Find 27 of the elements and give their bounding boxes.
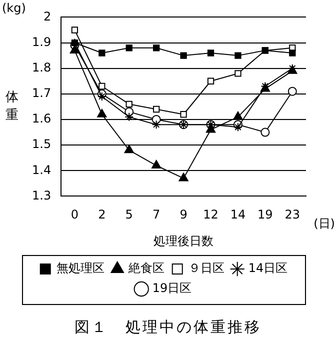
- x-tick-label: 23: [284, 208, 300, 222]
- y-tick-label: 1.9: [32, 34, 52, 49]
- text: (kg): [2, 1, 26, 16]
- y-tick-label: 1.5: [32, 137, 52, 152]
- x-tick-label: 0: [70, 208, 79, 222]
- y-tick-label: 1.6: [32, 112, 52, 126]
- legend-label: 絶食区: [127, 261, 164, 276]
- x-tick-label: 7: [152, 208, 160, 222]
- y-tick-label: 1.7: [32, 86, 52, 100]
- y-axis-title: 体重: [6, 90, 18, 124]
- y-tick-label: 1.4: [32, 162, 52, 177]
- text: (日): [314, 216, 335, 230]
- x-tick-label: 12: [203, 208, 218, 222]
- text: 図１ 処理中の体重推移: [74, 318, 262, 337]
- x-tick-label: 14: [230, 208, 246, 222]
- x-axis-title: 処理後日数: [154, 234, 214, 248]
- y-tick-label: 1.8: [32, 60, 52, 74]
- x-tick-label: 19: [258, 208, 273, 222]
- legend-label: 無処理区: [56, 261, 104, 276]
- legend-label: ９日区: [188, 261, 224, 276]
- legend-label: 19日区: [152, 281, 192, 296]
- x-tick-label: 5: [125, 208, 133, 222]
- x-tick-label: 9: [180, 208, 188, 222]
- legend-label: 14日区: [248, 261, 288, 276]
- x-tick-label: 2: [98, 208, 106, 222]
- y-tick-label: 2: [43, 9, 52, 24]
- y-tick-label: 1.3: [32, 188, 52, 202]
